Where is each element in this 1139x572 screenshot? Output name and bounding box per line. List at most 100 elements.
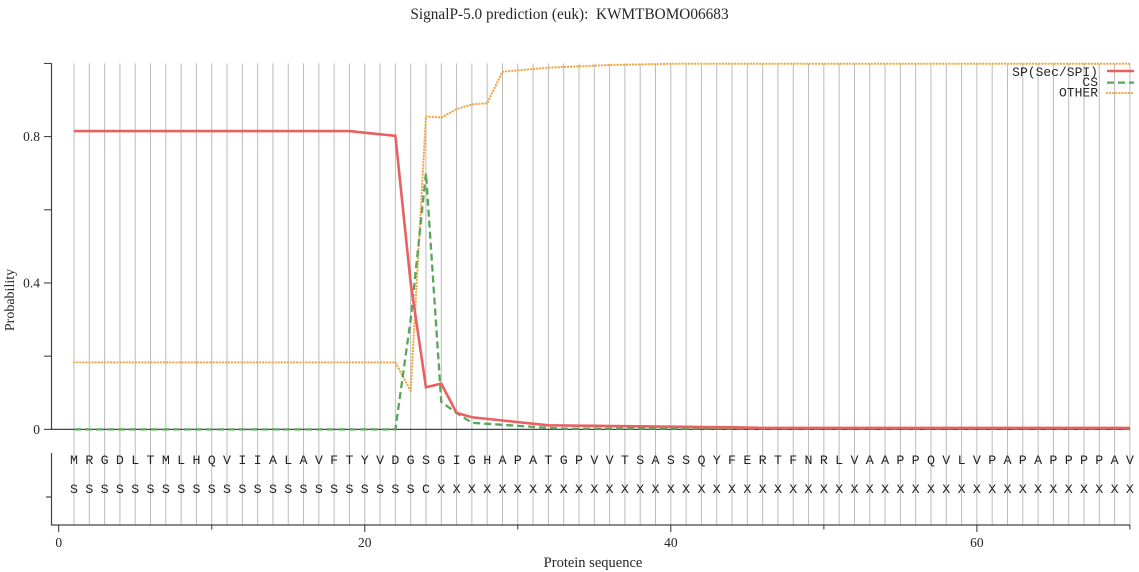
svg-text:F: F (330, 453, 338, 468)
svg-text:X: X (1034, 482, 1042, 497)
svg-text:S: S (422, 453, 430, 468)
svg-text:V: V (606, 453, 614, 468)
svg-text:OTHER: OTHER (1059, 86, 1098, 101)
svg-text:X: X (529, 482, 537, 497)
svg-text:P: P (896, 453, 904, 468)
svg-text:0: 0 (33, 422, 40, 437)
svg-text:T: T (147, 453, 155, 468)
svg-text:X: X (514, 482, 522, 497)
svg-text:X: X (544, 482, 552, 497)
svg-text:X: X (988, 482, 996, 497)
svg-text:A: A (1034, 453, 1042, 468)
svg-text:S: S (361, 482, 369, 497)
svg-text:X: X (713, 482, 721, 497)
svg-text:C: C (422, 482, 430, 497)
svg-text:H: H (192, 453, 200, 468)
svg-text:Y: Y (361, 453, 369, 468)
svg-text:S: S (116, 482, 124, 497)
svg-text:X: X (759, 482, 767, 497)
svg-text:V: V (376, 453, 384, 468)
svg-text:X: X (560, 482, 568, 497)
svg-text:P: P (1065, 453, 1073, 468)
svg-text:P: P (1080, 453, 1088, 468)
svg-text:X: X (1003, 482, 1011, 497)
svg-text:A: A (1003, 453, 1011, 468)
svg-text:P: P (575, 453, 583, 468)
svg-text:0.4: 0.4 (23, 276, 40, 291)
svg-text:S: S (636, 453, 644, 468)
svg-text:G: G (468, 453, 476, 468)
svg-text:Y: Y (713, 453, 721, 468)
svg-text:X: X (1049, 482, 1057, 497)
svg-text:X: X (498, 482, 506, 497)
svg-text:X: X (453, 482, 461, 497)
svg-text:X: X (881, 482, 889, 497)
svg-text:Q: Q (208, 453, 216, 468)
svg-text:V: V (942, 453, 950, 468)
svg-text:X: X (483, 482, 491, 497)
svg-text:X: X (973, 482, 981, 497)
svg-text:X: X (1095, 482, 1103, 497)
svg-text:X: X (789, 482, 797, 497)
svg-text:A: A (652, 453, 660, 468)
svg-text:P: P (1049, 453, 1057, 468)
svg-text:X: X (590, 482, 598, 497)
svg-text:P: P (988, 453, 996, 468)
svg-text:G: G (101, 453, 109, 468)
svg-text:M: M (70, 453, 78, 468)
svg-text:X: X (805, 482, 813, 497)
svg-text:L: L (131, 453, 139, 468)
svg-text:P: P (514, 453, 522, 468)
svg-text:A: A (529, 453, 537, 468)
svg-text:S: S (254, 482, 262, 497)
svg-text:60: 60 (970, 535, 984, 550)
svg-text:X: X (774, 482, 782, 497)
svg-text:X: X (728, 482, 736, 497)
svg-text:R: R (85, 453, 93, 468)
svg-text:X: X (912, 482, 920, 497)
svg-text:F: F (789, 453, 797, 468)
svg-text:X: X (1080, 482, 1088, 497)
svg-text:X: X (896, 482, 904, 497)
svg-text:X: X (958, 482, 966, 497)
svg-text:X: X (835, 482, 843, 497)
svg-text:D: D (391, 453, 399, 468)
svg-text:L: L (284, 453, 292, 468)
svg-text:A: A (866, 453, 874, 468)
svg-text:X: X (667, 482, 675, 497)
svg-text:S: S (223, 482, 231, 497)
svg-text:X: X (1126, 482, 1134, 497)
svg-text:X: X (606, 482, 614, 497)
svg-text:T: T (621, 453, 629, 468)
svg-text:X: X (621, 482, 629, 497)
svg-text:T: T (544, 453, 552, 468)
svg-text:P: P (1019, 453, 1027, 468)
svg-text:V: V (315, 453, 323, 468)
svg-text:P: P (1095, 453, 1103, 468)
svg-text:A: A (1111, 453, 1119, 468)
svg-text:L: L (835, 453, 843, 468)
svg-text:X: X (652, 482, 660, 497)
svg-text:I: I (238, 453, 246, 468)
svg-text:S: S (269, 482, 277, 497)
svg-text:X: X (697, 482, 705, 497)
svg-text:A: A (269, 453, 277, 468)
svg-text:T: T (774, 453, 782, 468)
svg-text:X: X (942, 482, 950, 497)
svg-text:V: V (590, 453, 598, 468)
svg-text:S: S (238, 482, 246, 497)
svg-text:S: S (284, 482, 292, 497)
svg-text:I: I (254, 453, 262, 468)
svg-text:X: X (437, 482, 445, 497)
svg-text:F: F (728, 453, 736, 468)
svg-text:A: A (300, 453, 308, 468)
svg-text:X: X (682, 482, 690, 497)
svg-text:L: L (177, 453, 185, 468)
svg-text:S: S (407, 482, 415, 497)
svg-text:H: H (483, 453, 491, 468)
svg-text:20: 20 (358, 535, 372, 550)
svg-text:0.8: 0.8 (23, 129, 40, 144)
svg-text:Q: Q (697, 453, 705, 468)
svg-text:S: S (131, 482, 139, 497)
svg-text:G: G (560, 453, 568, 468)
